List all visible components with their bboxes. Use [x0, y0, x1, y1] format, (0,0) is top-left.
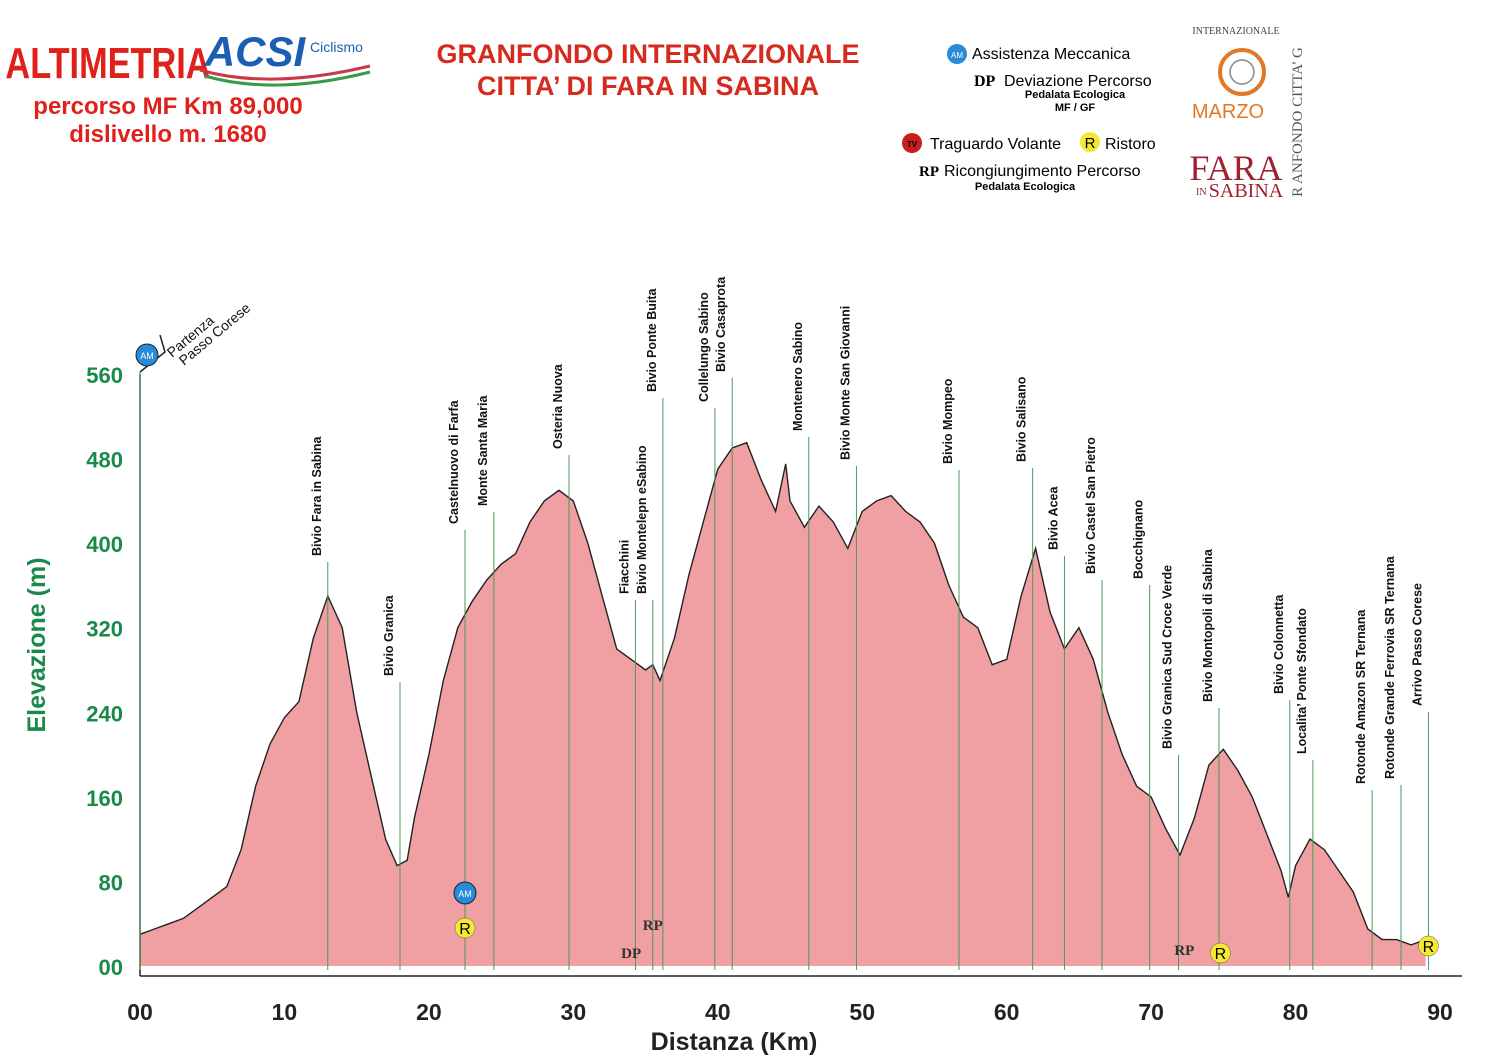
- waypoint-label: Bivio Acea: [1046, 485, 1060, 550]
- marker-label: R: [1215, 946, 1227, 963]
- waypoint-label: Bivio Ponte Buita: [645, 287, 659, 392]
- x-tick-label: 00: [127, 999, 153, 1025]
- waypoint-label: Bivio Granica Sud Croce Verde: [1161, 565, 1175, 749]
- x-tick-label: 60: [994, 999, 1020, 1025]
- marker-label: AM: [458, 889, 472, 899]
- legend-icon: [902, 133, 922, 153]
- waypoint-label: Rotonde Grande Ferrovia SR Ternana: [1383, 555, 1397, 779]
- waypoint-label: Bocchignano: [1132, 499, 1146, 579]
- title: CITTA’ DI FARA IN SABINA: [477, 71, 819, 101]
- x-tick-label: 90: [1427, 999, 1453, 1025]
- legend-icon-label: DP: [974, 73, 996, 90]
- y-tick-label: 560: [86, 363, 123, 388]
- logo-text: R ANFONDO CITTA’ G: [1290, 47, 1306, 197]
- logo-ring: [1218, 48, 1266, 96]
- waypoint-label: Bivio Monte San Giovanni: [838, 306, 852, 460]
- legend-icon: [1080, 132, 1100, 152]
- climb: dislivello m. 1680: [69, 121, 266, 148]
- elevation-area: [140, 442, 1426, 966]
- waypoint-label: Bivio Salisano: [1015, 376, 1029, 462]
- legend-icon-label: RP: [919, 164, 939, 180]
- waypoint-label: Arrivo Passo Corese: [1410, 583, 1424, 706]
- logo-text: SABINA: [1209, 180, 1284, 202]
- waypoint-label: Bivio Granica: [382, 594, 396, 676]
- waypoint-label: Bivio Castel San Pietro: [1084, 437, 1098, 574]
- marker-label: DP: [621, 946, 641, 962]
- logo-text: IN: [1196, 187, 1207, 198]
- marker-icon: [454, 917, 476, 939]
- x-tick-label: 70: [1138, 999, 1164, 1025]
- waypoint-label: Osteria Nuova: [551, 363, 565, 449]
- heading: ALTIMETRIA: [5, 39, 210, 88]
- legend-icon: [947, 44, 967, 64]
- legend-icon-label: AM: [951, 51, 963, 60]
- waypoint-label: Bivio Casaprota: [714, 276, 728, 372]
- waypoint-label: Castelnuovo di Farfa: [447, 399, 461, 524]
- legend-text: Traguardo Volante: [930, 136, 1061, 153]
- marker-icon: [135, 343, 159, 367]
- y-tick-label: 240: [86, 701, 123, 726]
- x-tick-label: 30: [561, 999, 587, 1025]
- logo-text: INTERNAZIONALE: [1192, 26, 1279, 37]
- logo-text: FARA: [1189, 148, 1282, 188]
- legend-text: Ricongiungimento Percorso: [944, 163, 1141, 180]
- legend-text: Deviazione Percorso: [1004, 73, 1152, 90]
- waypoint-label: Bivio Fara in Sabina: [310, 435, 324, 556]
- logo-ring: [1229, 59, 1255, 85]
- marker-label: RP: [1174, 943, 1194, 959]
- marker-icon: [1210, 942, 1231, 964]
- waypoint-label: Monte Santa Maria: [476, 395, 490, 506]
- waypoint-label: Bivio Colonnetta: [1272, 594, 1286, 694]
- logo-sub: Ciclismo: [310, 39, 363, 55]
- legend-text: Assistenza Meccanica: [972, 46, 1130, 63]
- y-tick-label: 320: [86, 617, 123, 642]
- marker-label: RP: [643, 918, 663, 934]
- y-tick-label: 480: [86, 448, 123, 473]
- waypoint-label: Bivio Montelepn eSabino: [635, 445, 649, 594]
- marker-icon: [453, 881, 477, 905]
- x-tick-label: 20: [416, 999, 442, 1025]
- waypoint-label: Montenero Sabino: [791, 322, 805, 431]
- x-tick-label: 80: [1283, 999, 1309, 1025]
- waypoint-label: Rotonde Amazon SR Ternana: [1354, 609, 1368, 784]
- x-axis-title: Distanza (Km): [651, 1028, 818, 1056]
- legend-note: Pedalata Ecologica: [975, 181, 1076, 193]
- waypoint-label: Collelungo Sabino: [697, 292, 711, 402]
- logo-text: MARZO: [1192, 101, 1264, 123]
- marker-icon: [1418, 935, 1439, 957]
- x-tick-label: 10: [272, 999, 298, 1025]
- legend-text: Ristoro: [1105, 136, 1156, 153]
- logo-swoosh: [199, 64, 371, 81]
- route: percorso MF Km 89,000: [33, 93, 302, 120]
- logo-name: ACSI: [204, 28, 307, 75]
- waypoint-label: Bivio Montopoli di Sabina: [1201, 548, 1215, 702]
- waypoint-label: Localita’ Ponte Sfondato: [1295, 608, 1309, 754]
- legend-icon-label: TV: [907, 140, 918, 149]
- x-tick-label: 40: [705, 999, 731, 1025]
- waypoint-label: Bivio Mompeo: [941, 378, 955, 464]
- marker-label: AM: [140, 351, 154, 361]
- legend-note: Pedalata Ecologica: [1025, 89, 1126, 101]
- y-tick-label: 400: [86, 532, 123, 557]
- elevation-line: [139, 441, 1426, 946]
- marker-label: R: [459, 921, 471, 938]
- x-tick-label: 50: [849, 999, 875, 1025]
- y-tick-label: 160: [86, 786, 123, 811]
- y-axis-title: Elevazione (m): [23, 557, 51, 732]
- title: GRANFONDO INTERNAZIONALE: [437, 39, 860, 69]
- legend-icon-label: R: [1085, 135, 1096, 152]
- y-tick-label: 00: [99, 955, 123, 980]
- marker-label: R: [1423, 939, 1435, 956]
- y-tick-label: 80: [99, 870, 123, 895]
- legend-note: MF / GF: [1055, 102, 1096, 114]
- waypoint-label: Fiacchini: [617, 540, 631, 594]
- logo-swoosh: [204, 70, 371, 87]
